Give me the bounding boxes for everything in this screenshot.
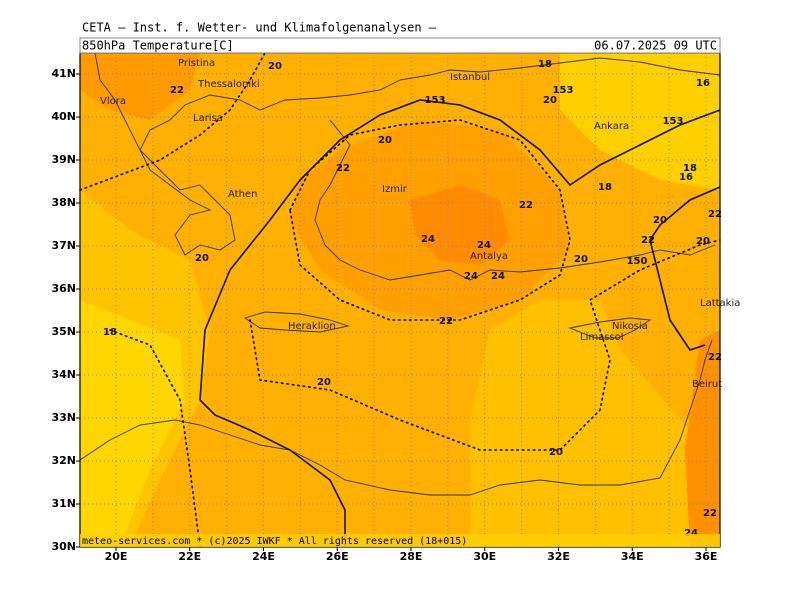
- city-label: Vlora: [100, 96, 126, 107]
- latitude-label: 35N: [51, 325, 76, 338]
- longitude-label: 28E: [400, 550, 423, 563]
- city-label: Antalya: [470, 251, 508, 262]
- header-box: [79, 37, 721, 54]
- city-label: Pristina: [178, 58, 215, 69]
- isotherm: [249, 239, 721, 451]
- latitude-label: 31N: [51, 497, 76, 510]
- contour-label: 20: [549, 447, 563, 458]
- contour-label: 153: [553, 85, 574, 96]
- institute-line: CETA — Inst. f. Wetter- und Klimafolgena…: [82, 21, 437, 35]
- temp-band-below-18: [560, 53, 720, 190]
- longitude-label: 30E: [473, 550, 496, 563]
- temp-band-18-20: [470, 300, 720, 547]
- city-label: Nikosia: [612, 321, 648, 332]
- city-label: Heraklion: [288, 321, 336, 332]
- contour-label: 18: [598, 182, 612, 193]
- footer-band: [80, 534, 720, 547]
- contour-label: 24: [477, 240, 491, 251]
- latitude-label: 32N: [51, 454, 76, 467]
- graticule: [80, 53, 720, 547]
- contour-label: 24: [491, 271, 505, 282]
- map-field: [80, 53, 720, 547]
- coastlines: [79, 52, 721, 496]
- coastline: [94, 52, 721, 256]
- contour-label: 18: [683, 163, 697, 174]
- contour-label: 18: [103, 327, 117, 338]
- isotherm: [79, 52, 266, 191]
- contour-label: 20: [378, 135, 392, 146]
- longitude-label: 36E: [695, 550, 718, 563]
- longitude-label: 32E: [547, 550, 570, 563]
- longitude-label: 24E: [252, 550, 275, 563]
- latitude-label: 40N: [51, 110, 76, 123]
- latitude-label: 33N: [51, 411, 76, 424]
- isotherms: [79, 52, 721, 548]
- contour-label: 20: [543, 95, 557, 106]
- latitude-label: 34N: [51, 368, 76, 381]
- city-label: Beirut: [692, 379, 722, 390]
- city-label: Izmir: [382, 184, 408, 195]
- city-label: Limassol: [580, 332, 624, 343]
- contour-label: 153: [425, 95, 446, 106]
- contour-label: 20: [696, 236, 710, 247]
- geopotential-line: [649, 186, 721, 351]
- contour-label: 16: [679, 172, 693, 183]
- coastline-crete: [243, 311, 350, 333]
- isotherm: [289, 119, 571, 321]
- contour-label: 24: [684, 528, 698, 539]
- longitude-label: 26E: [326, 550, 349, 563]
- contour-label: 22: [519, 200, 533, 211]
- contour-label: 24: [464, 271, 478, 282]
- temp-band-22-24: [685, 330, 720, 547]
- longitude-label: 20E: [105, 550, 128, 563]
- city-label: Ankara: [594, 121, 629, 132]
- contour-label: 22: [336, 163, 350, 174]
- geopotential-line: [199, 399, 346, 547]
- contour-label: 22: [641, 235, 655, 246]
- contour-label: 20: [195, 253, 209, 264]
- axis-labels: 41N 40N 39N 38N 37N 36N 35N 34N 33N 32N 31N 30N 20E 2…: [51, 67, 717, 563]
- coastline: [79, 339, 713, 496]
- contour-label: 22: [439, 316, 453, 327]
- latitude-label: 41N: [51, 67, 76, 80]
- latitude-label: 38N: [51, 196, 76, 209]
- contour-label: 22: [703, 508, 717, 519]
- coastline-cyprus: [568, 317, 652, 339]
- valid-time: 06.07.2025 09 UTC: [594, 39, 717, 53]
- latitude-label: 36N: [51, 282, 76, 295]
- contour-label: 22: [708, 209, 722, 220]
- contour-label: 16: [696, 78, 710, 89]
- contour-label: 150: [627, 256, 648, 267]
- city-label: Larisa: [193, 113, 223, 124]
- temp-band-22-24: [80, 53, 200, 120]
- city-label: Istanbul: [450, 72, 490, 83]
- latitude-label: 37N: [51, 239, 76, 252]
- contour-label: 22: [170, 85, 184, 96]
- city-label: Thessaloniki: [197, 79, 260, 90]
- contour-label: 153: [663, 116, 684, 127]
- coastline: [314, 119, 716, 281]
- isotherm: [109, 329, 201, 548]
- contour-label: 18: [538, 59, 552, 70]
- latitude-label: 30N: [51, 540, 76, 553]
- contour-label: 22: [708, 352, 722, 363]
- field-title: 850hPa Temperature[C]: [82, 39, 234, 53]
- geopotential-line: [199, 99, 721, 401]
- longitude-label: 22E: [178, 550, 201, 563]
- city-labels: Pristina Thessaloniki Vlora Larisa Istanbul A…: [100, 58, 740, 390]
- contour-label: 20: [653, 215, 667, 226]
- contour-label: 20: [268, 61, 282, 72]
- city-label: Athen: [228, 189, 257, 200]
- contour-label: 20: [574, 254, 588, 265]
- latitude-label: 39N: [51, 153, 76, 166]
- longitude-label: 34E: [621, 550, 644, 563]
- contour-label: 24: [421, 234, 435, 245]
- footer-credit: meteo-services.com * (c)2025 IWKF * All …: [82, 536, 467, 547]
- geopotential-contours: [199, 99, 721, 547]
- contour-label: 20: [317, 377, 331, 388]
